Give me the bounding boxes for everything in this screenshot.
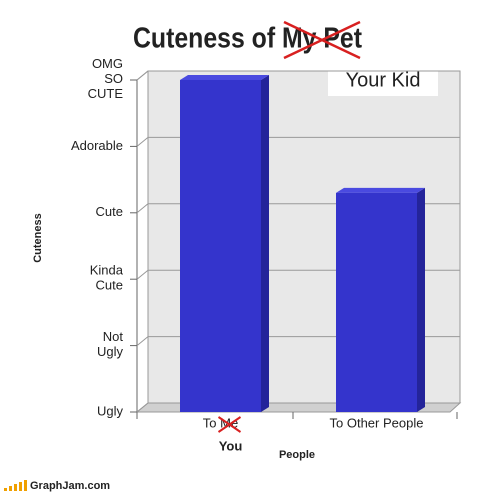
y-tick-label: Kinda Cute (90, 263, 124, 293)
bar-side (417, 187, 425, 412)
x-axis-label: People (279, 449, 315, 461)
title-strike (283, 20, 361, 60)
x-tick-label: To Other People (330, 415, 424, 430)
grid-line (136, 70, 460, 81)
x-tick-label: To Me (203, 415, 238, 430)
bar-top (336, 187, 425, 193)
y-tick-label: Not Ugly (97, 330, 124, 360)
bar (180, 80, 261, 412)
strike-line (217, 416, 242, 433)
y-tick-label: Cute (96, 204, 123, 219)
chart-title: Cuteness of My Pet (133, 23, 362, 55)
bar (336, 192, 417, 412)
bar-top (180, 75, 269, 80)
grid-line (136, 136, 460, 147)
bar-side (261, 75, 269, 412)
y-axis-label: Cuteness (32, 213, 44, 263)
y-tick-label: OMG SO CUTE (88, 56, 124, 101)
footer: GraphJam.com (30, 480, 110, 492)
footer-icon (4, 480, 27, 491)
y-tick-label: Ugly (97, 403, 124, 418)
title-correction: Your Kid (346, 69, 421, 91)
category-strike (217, 416, 242, 433)
y-tick-label: Adorable (71, 138, 123, 153)
category-correction: You (219, 438, 243, 453)
